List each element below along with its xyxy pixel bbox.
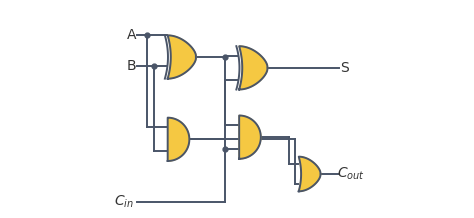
Polygon shape xyxy=(239,116,261,159)
Polygon shape xyxy=(168,118,189,161)
Text: A: A xyxy=(127,28,137,42)
Text: $C_{in}$: $C_{in}$ xyxy=(114,194,134,210)
Polygon shape xyxy=(299,157,320,191)
Polygon shape xyxy=(239,46,267,90)
Text: $C_{out}$: $C_{out}$ xyxy=(337,166,365,182)
Text: B: B xyxy=(127,59,137,73)
Text: S: S xyxy=(340,61,349,75)
Polygon shape xyxy=(168,35,196,79)
